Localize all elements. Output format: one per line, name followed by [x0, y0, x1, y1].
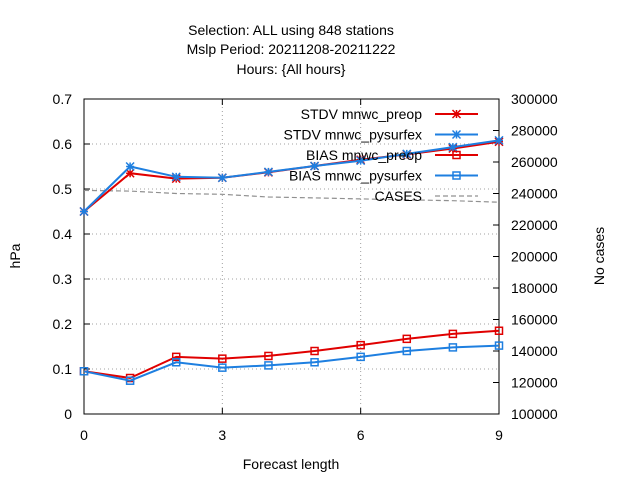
y2-tick-label: 100000 — [511, 406, 558, 422]
square-marker — [402, 346, 412, 356]
title-line-1: Selection: ALL using 848 stations — [188, 22, 394, 38]
square-marker — [452, 150, 461, 160]
legend-entry: STDV mnwc_pysurfex — [284, 127, 478, 143]
y-tick-label: 0 — [64, 406, 72, 422]
series-bias-mnwc-preop — [79, 326, 504, 383]
square-marker — [494, 341, 504, 350]
star-marker — [79, 206, 89, 217]
square-marker — [218, 363, 227, 372]
title-line-2: Mslp Period: 20211208-20211222 — [187, 41, 396, 57]
series-cases — [83, 189, 500, 203]
series-bias-mnwc-pysurfex — [79, 341, 504, 385]
y-tick-label: 0.2 — [53, 316, 73, 332]
y-tick-label: 0.3 — [53, 271, 73, 287]
y2-tick-label: 220000 — [511, 217, 558, 233]
y-axis-label: hPa — [7, 243, 23, 268]
legend-entry: BIAS mnwc_pysurfex — [289, 168, 478, 184]
square-marker — [264, 361, 273, 370]
plot-frame — [83, 98, 500, 415]
star-marker — [494, 135, 504, 145]
y2-axis-label: No cases — [591, 227, 607, 285]
star-marker — [402, 149, 412, 159]
y2-tick-label: 180000 — [511, 280, 558, 296]
y-tick-label: 0.7 — [53, 91, 73, 107]
legend-label: BIAS mnwc_preop — [306, 147, 422, 163]
legend-label: STDV mnwc_pysurfex — [284, 127, 422, 143]
square-marker — [448, 329, 458, 339]
star-marker — [310, 161, 320, 171]
star-marker — [451, 129, 462, 140]
series-line — [83, 329, 500, 380]
square-marker — [79, 367, 89, 376]
square-marker — [125, 376, 135, 385]
x-axis-label: Forecast length — [243, 456, 340, 472]
star-marker — [217, 173, 227, 183]
legend-label: BIAS mnwc_pysurfex — [289, 168, 422, 184]
square-marker — [452, 171, 461, 180]
star-marker — [451, 109, 462, 119]
x-tick-label: 3 — [218, 427, 226, 443]
plot-series — [79, 135, 504, 385]
legend-entry: STDV mnwc_preop — [301, 106, 478, 122]
y2-tick-label: 140000 — [511, 343, 558, 359]
x-tick-label: 0 — [80, 427, 88, 443]
series-line — [83, 189, 500, 203]
y2-tick-label: 260000 — [511, 154, 558, 170]
square-marker — [402, 334, 412, 344]
square-marker — [171, 352, 181, 362]
y2-tick-label: 240000 — [511, 186, 558, 202]
series-line — [83, 139, 500, 213]
square-marker — [494, 326, 504, 335]
star-marker — [125, 168, 135, 178]
y2-tick-label: 160000 — [511, 312, 558, 328]
square-marker — [171, 358, 181, 367]
y-tick-label: 0.5 — [53, 181, 73, 197]
y2-tick-label: 200000 — [511, 249, 558, 265]
y2-tick-label: 280000 — [511, 123, 558, 139]
y-tick-label: 0.4 — [53, 226, 73, 242]
square-marker — [356, 352, 365, 362]
square-marker — [310, 358, 319, 367]
legend-entry: CASES — [375, 188, 478, 204]
square-marker — [356, 340, 365, 350]
series-stdv-mnwc-pysurfex — [79, 135, 504, 217]
y-tick-label: 0.1 — [53, 361, 73, 377]
star-marker — [448, 142, 458, 152]
legend-label: CASES — [375, 188, 422, 204]
grid — [84, 99, 499, 414]
square-marker — [218, 354, 227, 363]
series-line — [83, 344, 500, 382]
legend-entry: BIAS mnwc_preop — [306, 147, 478, 163]
star-marker — [125, 161, 135, 172]
star-marker — [263, 167, 273, 177]
star-marker — [171, 172, 181, 182]
title-line-3: Hours: {All hours} — [237, 61, 346, 77]
legend: STDV mnwc_preop STDV mnwc_pysurfex BIAS mn… — [284, 106, 478, 204]
chart-title: Selection: ALL using 848 stations Mslp P… — [187, 22, 396, 77]
y2-tick-label: 120000 — [511, 375, 558, 391]
y-tick-label: 0.6 — [53, 136, 73, 152]
square-marker — [310, 346, 319, 356]
legend-label: STDV mnwc_preop — [301, 106, 423, 122]
x-tick-label: 9 — [495, 427, 503, 443]
y2-tick-label: 300000 — [511, 91, 558, 107]
square-marker — [264, 351, 273, 361]
x-tick-label: 6 — [357, 427, 365, 443]
square-marker — [448, 343, 458, 352]
axes: 0 0.1 0.2 0.3 0.4 0.5 0.6 0.7 100000 120000 140000… — [53, 91, 558, 443]
star-marker — [356, 156, 366, 166]
